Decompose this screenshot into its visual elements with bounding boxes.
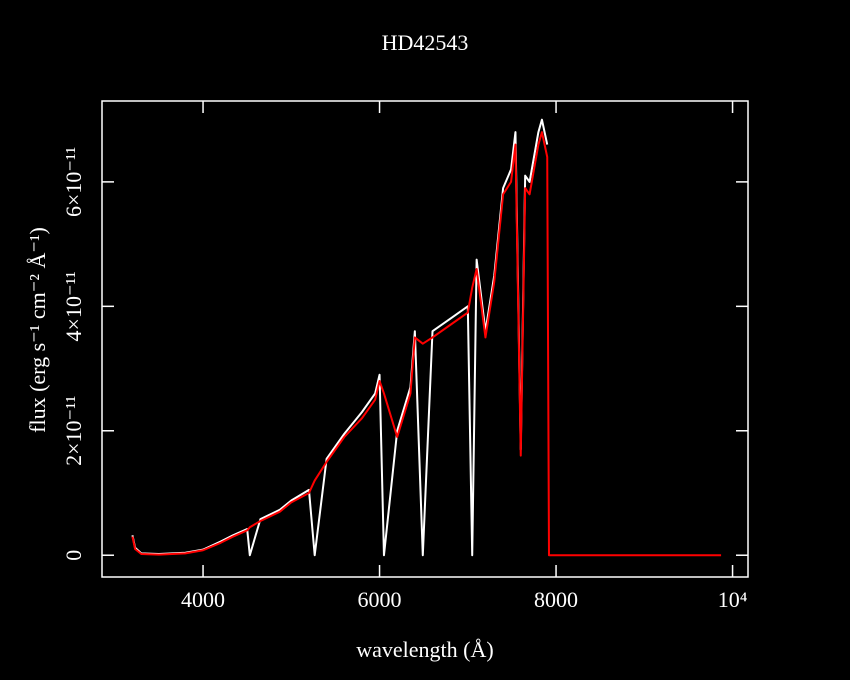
y-tick-label: 0 xyxy=(61,550,86,561)
y-axis-label: flux (erg s⁻¹ cm⁻² Å⁻¹) xyxy=(25,227,50,433)
y-tick-label: 6×10⁻¹¹ xyxy=(61,147,86,217)
plot-frame xyxy=(101,100,749,578)
y-tick-label: 2×10⁻¹¹ xyxy=(61,396,86,466)
x-axis-label: wavelength (Å) xyxy=(356,637,493,662)
x-tick-label: 8000 xyxy=(534,587,578,612)
spectrum-line xyxy=(131,131,722,557)
spectrum-line xyxy=(131,118,549,557)
chart-title: HD42543 xyxy=(382,30,469,55)
x-tick-label: 6000 xyxy=(358,587,402,612)
y-tick-label: 4×10⁻¹¹ xyxy=(61,271,86,341)
x-tick-label: 4000 xyxy=(181,587,225,612)
x-tick-label: 10⁴ xyxy=(718,587,748,612)
